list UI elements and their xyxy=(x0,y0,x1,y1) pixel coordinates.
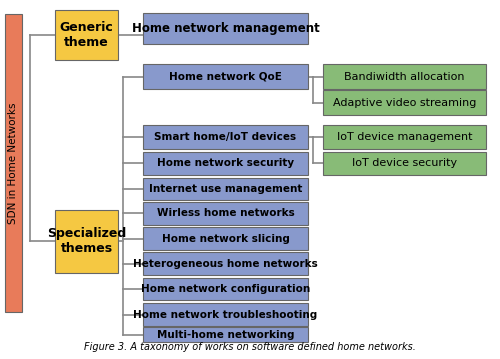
Text: IoT device management: IoT device management xyxy=(337,132,472,142)
FancyBboxPatch shape xyxy=(143,151,308,175)
Text: Home network QoE: Home network QoE xyxy=(169,72,282,82)
Text: Home network security: Home network security xyxy=(157,158,294,168)
Text: Internet use management: Internet use management xyxy=(149,183,302,194)
FancyBboxPatch shape xyxy=(323,64,486,89)
FancyBboxPatch shape xyxy=(323,125,486,149)
Text: Smart home/IoT devices: Smart home/IoT devices xyxy=(154,132,296,142)
FancyBboxPatch shape xyxy=(5,14,22,312)
Text: Multi-home networking: Multi-home networking xyxy=(157,330,294,340)
Text: Adaptive video streaming: Adaptive video streaming xyxy=(333,98,476,108)
FancyBboxPatch shape xyxy=(143,13,308,44)
FancyBboxPatch shape xyxy=(143,228,308,250)
Text: Specialized
themes: Specialized themes xyxy=(47,227,126,255)
Text: Home network management: Home network management xyxy=(132,22,320,35)
Text: Wirless home networks: Wirless home networks xyxy=(156,208,294,218)
FancyBboxPatch shape xyxy=(323,151,486,175)
FancyBboxPatch shape xyxy=(143,278,308,300)
Text: SDN in Home Networks: SDN in Home Networks xyxy=(8,102,18,224)
Text: Home network troubleshooting: Home network troubleshooting xyxy=(134,310,318,320)
Text: IoT device security: IoT device security xyxy=(352,158,457,168)
Text: Home network slicing: Home network slicing xyxy=(162,234,290,243)
FancyBboxPatch shape xyxy=(143,201,308,225)
FancyBboxPatch shape xyxy=(55,10,118,60)
FancyBboxPatch shape xyxy=(143,178,308,200)
FancyBboxPatch shape xyxy=(55,210,118,272)
FancyBboxPatch shape xyxy=(143,303,308,326)
FancyBboxPatch shape xyxy=(143,64,308,89)
FancyBboxPatch shape xyxy=(143,327,308,342)
Text: Heterogeneous home networks: Heterogeneous home networks xyxy=(133,259,318,269)
Text: Bandiwidth allocation: Bandiwidth allocation xyxy=(344,72,465,82)
Text: Figure 3. A taxonomy of works on software defined home networks.: Figure 3. A taxonomy of works on softwar… xyxy=(84,342,416,352)
Text: Home network configuration: Home network configuration xyxy=(141,284,310,294)
FancyBboxPatch shape xyxy=(143,125,308,149)
Text: Generic
theme: Generic theme xyxy=(60,21,114,49)
FancyBboxPatch shape xyxy=(323,90,486,115)
FancyBboxPatch shape xyxy=(143,252,308,275)
